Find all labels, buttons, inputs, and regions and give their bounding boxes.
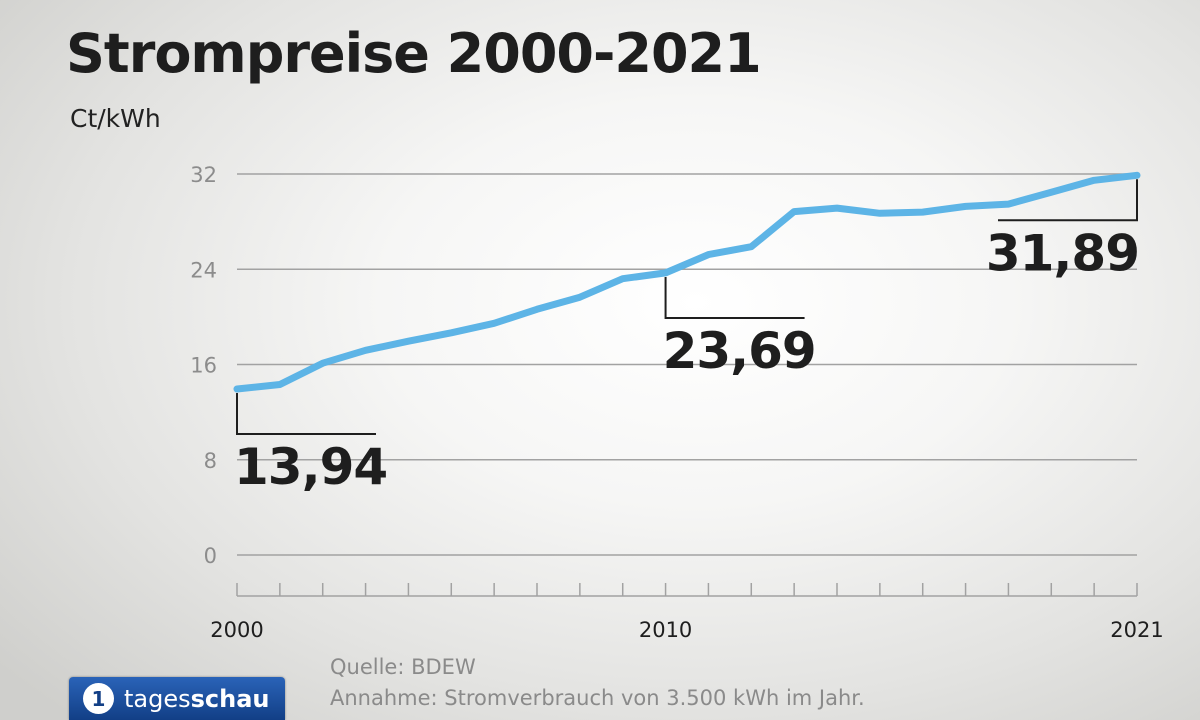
data-point-2005: [448, 330, 454, 336]
source-line: Quelle: BDEW: [330, 655, 476, 679]
y-tick-8: 8: [204, 449, 217, 473]
data-point-2009: [620, 276, 626, 282]
data-point-2013: [791, 209, 797, 215]
y-tick-32: 32: [190, 163, 217, 187]
series-lines: [233, 171, 1141, 393]
data-point-2021: [1134, 172, 1140, 178]
x-tick-label-2021: 2021: [1110, 618, 1163, 642]
logo-wordmark: tagesschau: [124, 685, 270, 713]
callout-label-2000: 13,94: [234, 438, 387, 496]
data-point-2000: [234, 386, 240, 392]
data-point-2019: [1048, 189, 1054, 195]
annotations: 13,94 23,69 31,89: [234, 179, 1140, 496]
tagesschau-logo: 1 tagesschau: [69, 677, 285, 720]
grid-lines: [237, 173, 1137, 556]
callout-label-2021: 31,89: [986, 224, 1139, 282]
series-line-0: [233, 171, 1141, 393]
data-point-2012: [748, 244, 754, 250]
data-point-2001: [277, 382, 283, 388]
data-point-2020: [1091, 177, 1097, 183]
data-point-2003: [363, 347, 369, 353]
data-point-2016: [920, 209, 926, 215]
chart-title: Strompreise 2000-2021: [66, 22, 762, 85]
callout-2010: 23,69: [663, 276, 817, 380]
data-point-2006: [491, 320, 497, 326]
y-tick-0: 0: [204, 544, 217, 568]
x-tick-label-2000: 2000: [210, 618, 263, 642]
data-point-2018: [1005, 201, 1011, 207]
data-point-2007: [534, 306, 540, 312]
y-tick-16: 16: [190, 354, 217, 378]
data-point-2002: [320, 360, 326, 366]
x-tick-labels: 2000 2010 2021: [210, 618, 1163, 642]
logo-text-light: tages: [124, 684, 191, 713]
logo-text-bold: schau: [190, 684, 270, 713]
callout-label-2010: 23,69: [663, 322, 816, 380]
data-point-2008: [577, 294, 583, 300]
callout-2000: 13,94: [234, 393, 388, 496]
source-note: Quelle: BDEW Annahme: Stromverbrauch von…: [330, 652, 865, 714]
callout-2021: 31,89: [986, 179, 1140, 282]
data-point-2010: [663, 270, 669, 276]
x-tick-label-2010: 2010: [639, 618, 692, 642]
x-axis: [236, 583, 1138, 597]
callout-bracket-2021: [998, 179, 1138, 222]
y-tick-labels: 0 8 16 24 32: [190, 163, 217, 568]
assumption-line: Annahme: Stromverbrauch von 3.500 kWh im…: [330, 686, 865, 710]
ard-one-icon: 1: [83, 683, 114, 714]
data-point-2004: [405, 338, 411, 344]
data-point-2015: [877, 210, 883, 216]
data-point-2017: [963, 203, 969, 209]
y-unit-label: Ct/kWh: [70, 104, 161, 133]
data-point-2014: [834, 205, 840, 211]
y-tick-24: 24: [190, 258, 217, 282]
data-point-2011: [705, 252, 711, 258]
callout-bracket-2000: [236, 393, 376, 436]
callout-bracket-2010: [664, 276, 805, 319]
